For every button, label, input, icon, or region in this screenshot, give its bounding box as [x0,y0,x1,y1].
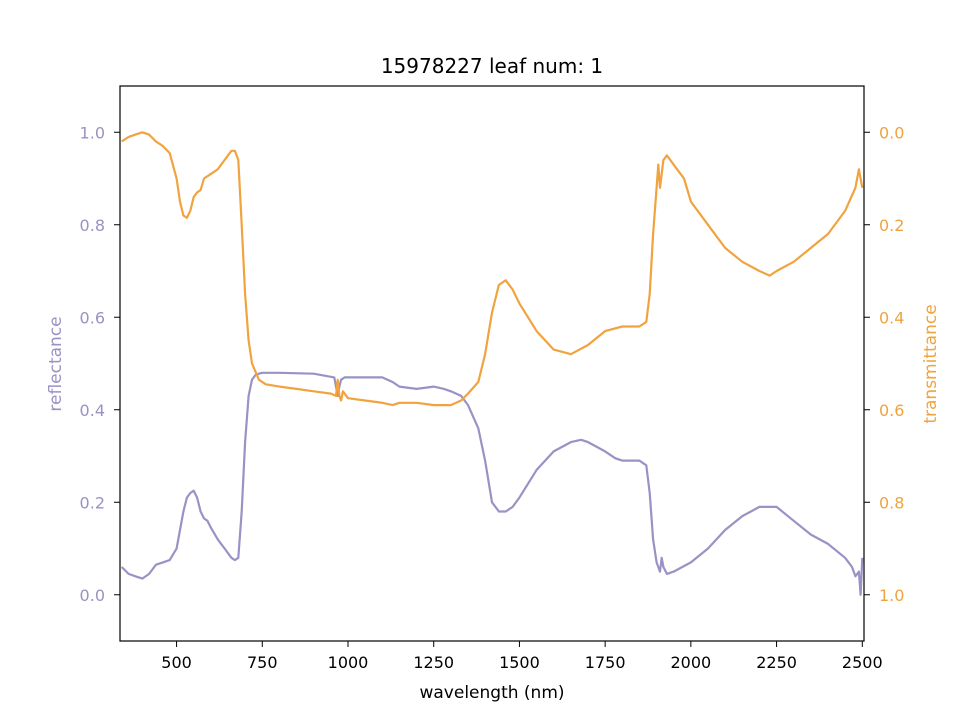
x-axis-label: wavelength (nm) [419,683,564,703]
x-tick-label: 1000 [328,653,369,672]
right-y-tick-label: 0.2 [879,216,904,235]
right-y-tick-label: 0.6 [879,401,904,420]
transmittance-line [121,131,864,407]
right-y-tick-label: 0.4 [879,308,904,327]
axes: 500 750 1000 1250 1500 1750 2000 2250 2500 0.0 0.2… [80,85,904,672]
left-y-tick-label: 0.0 [80,586,105,605]
right-y-tick-label: 0.0 [879,123,904,142]
x-tick-label: 2250 [756,653,797,672]
x-tick-label: 1250 [413,653,454,672]
x-tick-label: 1750 [585,653,626,672]
left-y-tick-label: 0.8 [80,216,105,235]
right-axis-label: transmittance [921,304,941,423]
x-tick-label: 500 [161,653,192,672]
x-tick-label: 750 [247,653,278,672]
left-y-tick-label: 0.4 [80,401,105,420]
chart-title: 15978227 leaf num: 1 [381,54,603,78]
right-y-tick-label: 0.8 [879,493,904,512]
right-y-tick-label: 1.0 [879,586,904,605]
x-tick-label: 2000 [670,653,711,672]
left-y-tick-label: 0.6 [80,308,105,327]
plot-area [120,131,864,596]
left-axis-label: reflectance [46,316,66,411]
x-tick-label: 1500 [499,653,540,672]
left-y-tick-label: 0.2 [80,493,105,512]
plot-frame [119,85,865,642]
reflectance-line [120,371,864,596]
left-y-tick-label: 1.0 [80,123,105,142]
x-tick-label: 2500 [842,653,883,672]
